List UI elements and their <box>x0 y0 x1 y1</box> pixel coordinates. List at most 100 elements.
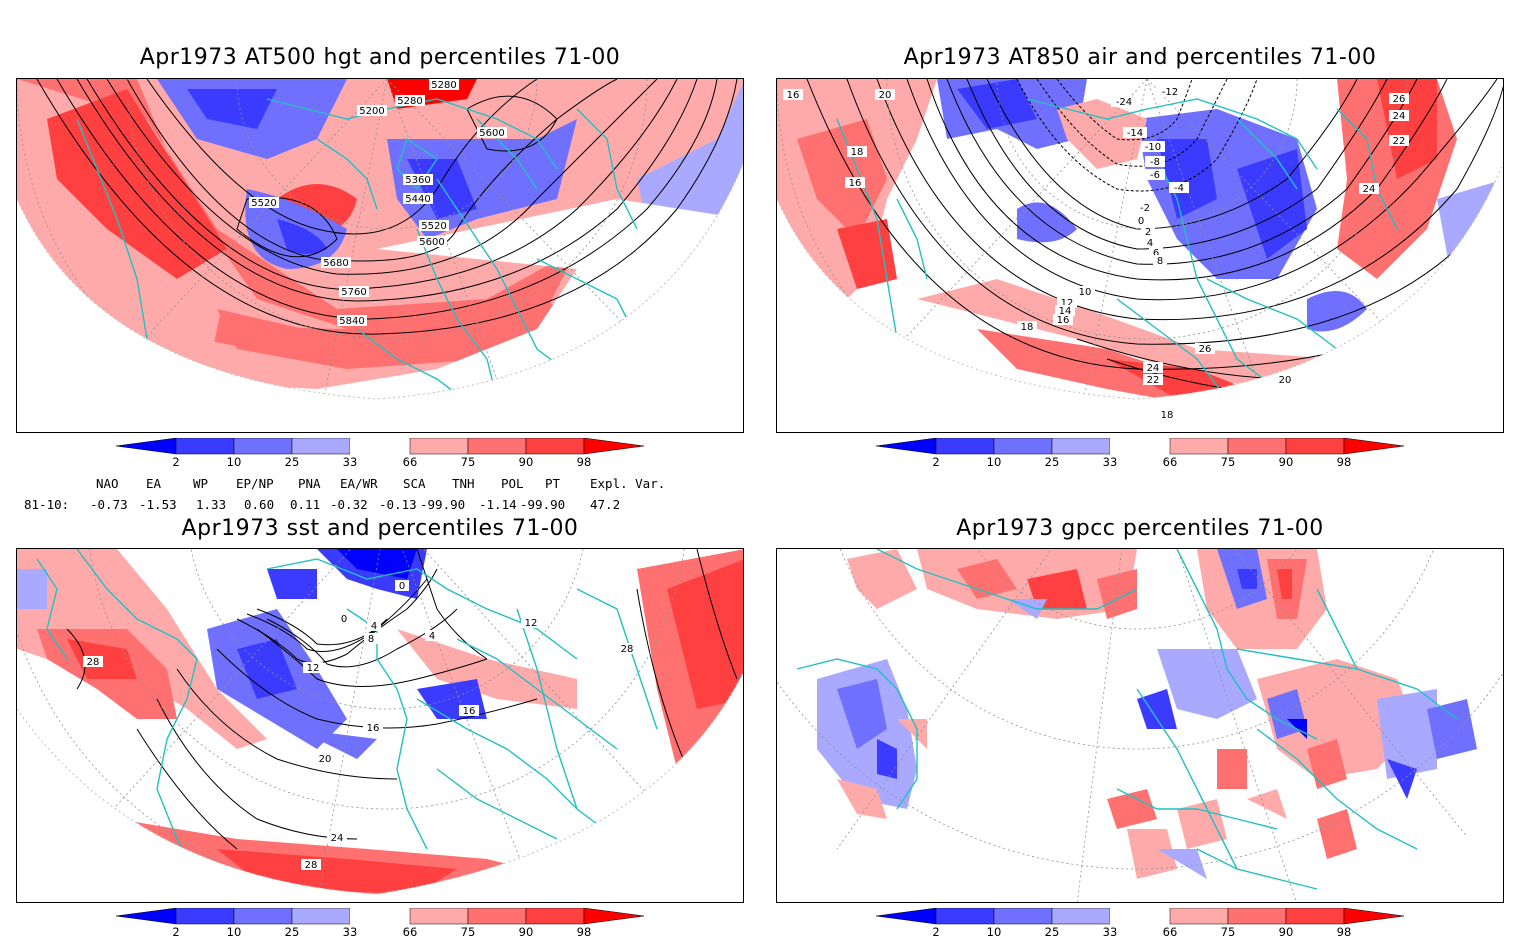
colorbar-swatch <box>1110 908 1170 924</box>
index-header-ea: EA <box>146 476 162 491</box>
colorbar-swatch <box>175 907 235 925</box>
colorbar-swatch <box>525 907 585 925</box>
colorbar-swatch <box>1169 907 1229 925</box>
colorbar-tick: 75 <box>1221 925 1236 938</box>
colorbar-swatch <box>993 907 1053 925</box>
contour-label: -10 <box>1145 142 1161 153</box>
colorbar-tick: 10 <box>227 455 242 468</box>
contour-label: 5840 <box>339 316 364 327</box>
contour-label: 5280 <box>431 80 456 91</box>
colorbar-swatch <box>1343 437 1405 455</box>
colorbar-swatch <box>233 907 293 925</box>
map-panel-gpcc <box>776 548 1504 903</box>
contour-label: 18 <box>1161 410 1174 421</box>
index-header-sca: SCA <box>403 476 426 491</box>
index-value-pt: -99.90 <box>520 497 566 512</box>
colorbar-swatch <box>350 438 410 454</box>
index-value-expl-var: 47.2 <box>590 497 621 512</box>
colorbar-tick: 25 <box>285 925 300 938</box>
colorbar-swatch <box>875 437 937 455</box>
contour-label: 5600 <box>419 237 444 248</box>
index-header-epnp: EP/NP <box>236 476 274 491</box>
colorbar-percentiles-top-left: 2 10 25 33 66 75 90 98 <box>110 437 650 469</box>
contour-label: 16 <box>367 723 380 734</box>
contour-label: 28 <box>621 644 634 655</box>
contour-label: 8 <box>1157 256 1163 267</box>
contour-label: 12 <box>525 618 538 629</box>
colorbar-swatch <box>1110 438 1170 454</box>
index-header-pol: POL <box>501 476 524 491</box>
colorbar-tick: 33 <box>343 925 358 938</box>
contour-label: 22 <box>1147 375 1160 386</box>
colorbar-swatch <box>233 437 293 455</box>
colorbar-tick: 98 <box>577 925 592 938</box>
colorbar-tick: 90 <box>519 455 534 468</box>
colorbar-tick: 25 <box>1045 925 1060 938</box>
colorbar-tick: 10 <box>987 455 1002 468</box>
index-value-sca: -0.13 <box>379 497 417 512</box>
colorbar-tick: 10 <box>987 925 1002 938</box>
colorbar-tick: 75 <box>1221 455 1236 468</box>
contour-label: 20 <box>1279 375 1292 386</box>
colorbar-percentiles-bottom-left: 2 10 25 33 66 75 90 98 <box>110 907 650 939</box>
colorbar-swatch <box>291 907 351 925</box>
contour-label: 24 <box>331 833 344 844</box>
colorbar-swatch <box>993 437 1053 455</box>
contour-label: 5200 <box>359 106 384 117</box>
index-row-label: 81-10: <box>24 497 70 512</box>
index-header-eawr: EA/WR <box>340 476 378 491</box>
contour-label: 16 <box>787 90 800 101</box>
colorbar-tick: 25 <box>285 455 300 468</box>
index-value-eawr: -0.32 <box>330 497 368 512</box>
colorbar-swatch <box>935 437 995 455</box>
contour-label: 18 <box>851 147 864 158</box>
contour-label: -2 <box>1140 203 1150 214</box>
colorbar-tick: 10 <box>227 925 242 938</box>
colorbar-swatch <box>935 907 995 925</box>
contour-label: 10 <box>1079 287 1092 298</box>
contour-label: 20 <box>879 90 892 101</box>
colorbar-swatch <box>175 437 235 455</box>
colorbar-tick: 66 <box>1163 925 1178 938</box>
colorbar-percentiles-bottom-right: 2 10 25 33 66 75 90 98 <box>870 907 1410 939</box>
contour-label: -4 <box>1174 183 1184 194</box>
contour-label: 5760 <box>341 287 366 298</box>
colorbar-tick: 90 <box>519 925 534 938</box>
colorbar-tick: 33 <box>343 455 358 468</box>
colorbar-swatch <box>1169 437 1229 455</box>
contour-label: 26 <box>1199 344 1212 355</box>
map-panel-at500-hgt: 5280 5280 5200 5600 5360 5440 5520 5520 … <box>16 78 744 433</box>
index-header-pt: PT <box>545 476 561 491</box>
contour-label: 20 <box>319 754 332 765</box>
index-value-pol: -1.14 <box>479 497 517 512</box>
colorbar-swatch <box>1227 437 1287 455</box>
contour-label: 0 <box>341 614 347 625</box>
index-value-wp: 1.33 <box>196 497 227 512</box>
contour-label: 5600 <box>479 128 504 139</box>
contour-label: 12 <box>1061 298 1074 309</box>
colorbar-swatch <box>583 437 645 455</box>
colorbar-percentiles-top-right: 2 10 25 33 66 75 90 98 <box>870 437 1410 469</box>
contour-label: -8 <box>1150 157 1160 168</box>
colorbar-tick: 66 <box>1163 455 1178 468</box>
colorbar-tick: 33 <box>1103 455 1118 468</box>
colorbar-swatch <box>583 907 645 925</box>
colorbar-tick: 25 <box>1045 455 1060 468</box>
panel-title-p4: Apr1973 gpcc percentiles 71-00 <box>956 516 1324 541</box>
map-panel-sst: 28 0 0 4 8 4 12 12 16 16 20 24 28 28 <box>16 548 744 903</box>
index-header-expl-var: Expl. Var. <box>590 476 666 491</box>
contour-label: 16 <box>463 706 476 717</box>
colorbar-swatch <box>1343 907 1405 925</box>
contour-label: 14 <box>1059 306 1072 317</box>
colorbar-tick: 2 <box>932 925 939 938</box>
colorbar-swatch <box>467 437 527 455</box>
colorbar-tick: 2 <box>932 455 939 468</box>
colorbar-tick: 33 <box>1103 925 1118 938</box>
index-value-nao: -0.73 <box>90 497 128 512</box>
contour-label: 6 <box>1153 248 1159 259</box>
colorbar-swatch <box>525 437 585 455</box>
colorbar-swatch <box>350 908 410 924</box>
contour-label: 8 <box>368 634 374 645</box>
contour-label: 4 <box>429 631 435 642</box>
colorbar-swatch <box>115 437 177 455</box>
